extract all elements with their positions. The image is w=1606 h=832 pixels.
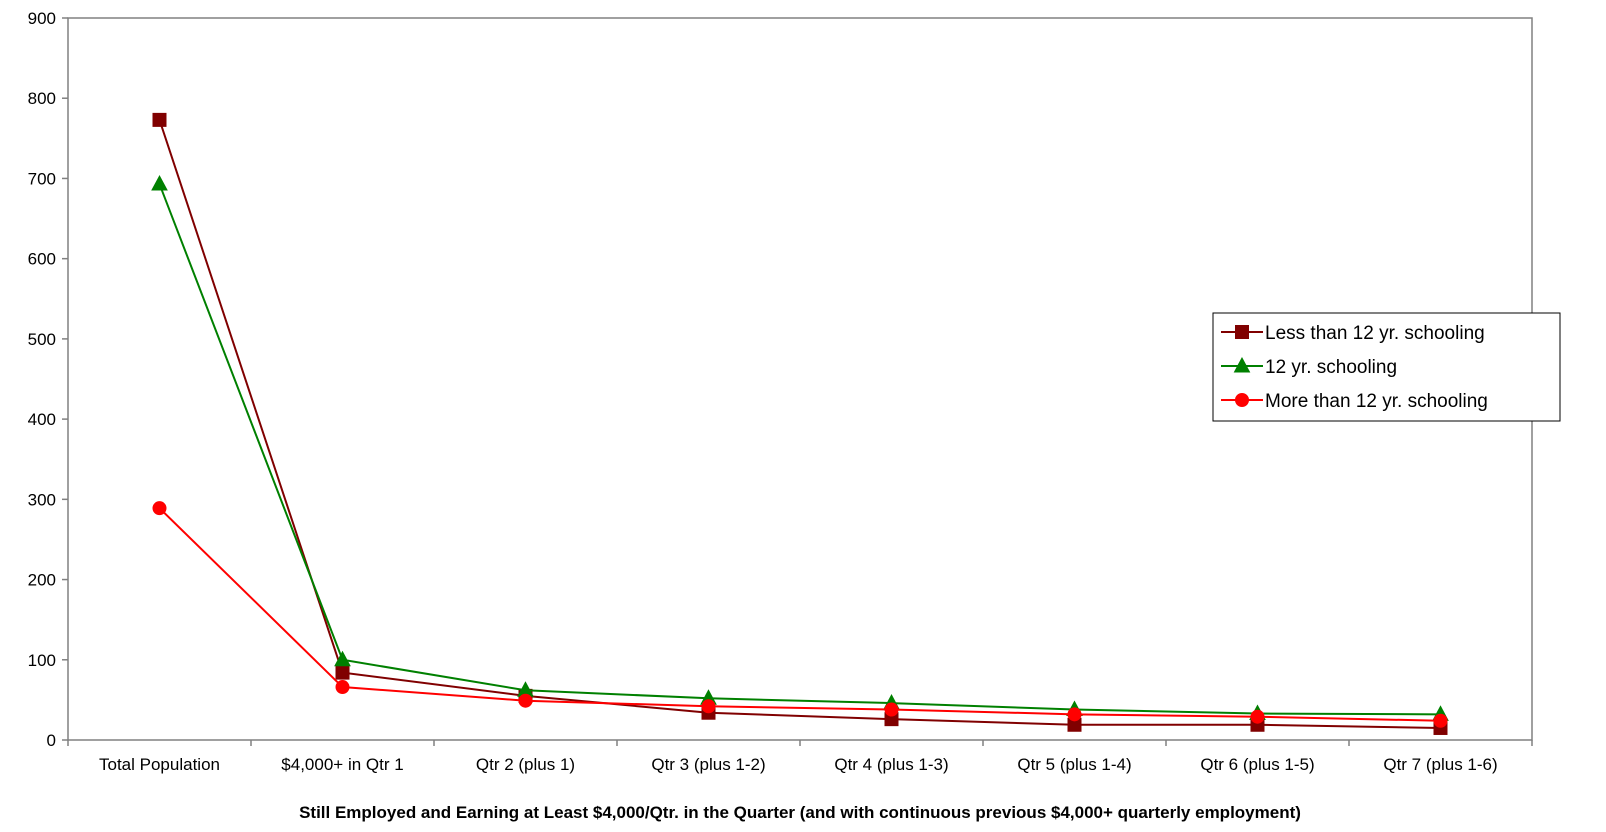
legend: Less than 12 yr. schooling 12 yr. schooli…	[1212, 312, 1561, 422]
x-tick-label: Total Population	[99, 755, 220, 774]
legend-swatch-marker	[1233, 356, 1251, 373]
legend-item: Less than 12 yr. schooling	[1221, 323, 1485, 344]
y-axis: 0 100 200 300 400 500 600 700 800 900	[28, 9, 68, 750]
data-point	[152, 501, 167, 516]
legend-box	[1212, 312, 1561, 422]
legend-swatch-marker	[1235, 325, 1249, 339]
y-tick-label: 100	[28, 651, 56, 670]
legend-item: 12 yr. schooling	[1221, 356, 1397, 378]
y-tick-label: 400	[28, 410, 56, 429]
legend-item: More than 12 yr. schooling	[1221, 391, 1488, 412]
y-tick-label: 700	[28, 169, 56, 188]
legend-label: Less than 12 yr. schooling	[1265, 323, 1485, 344]
series-line	[158, 507, 1441, 722]
y-tick-label: 0	[47, 731, 56, 750]
y-tick-label: 600	[28, 250, 56, 269]
x-tick-label: Qtr 6 (plus 1-5)	[1200, 755, 1314, 774]
x-tick-label: $4,000+ in Qtr 1	[281, 755, 403, 774]
data-point	[334, 650, 351, 667]
data-point	[701, 699, 716, 714]
legend-swatch-marker	[1235, 393, 1249, 407]
x-tick-label: Qtr 7 (plus 1-6)	[1383, 755, 1497, 774]
x-tick-label: Qtr 4 (plus 1-3)	[834, 755, 948, 774]
y-tick-label: 900	[28, 9, 56, 28]
data-point	[152, 112, 167, 127]
legend-label: More than 12 yr. schooling	[1265, 391, 1488, 412]
x-tick-label: Qtr 3 (plus 1-2)	[651, 755, 765, 774]
y-tick-label: 200	[28, 571, 56, 590]
data-point	[335, 665, 350, 680]
data-point	[1067, 707, 1082, 722]
series-layer	[151, 112, 1449, 735]
y-tick-label: 800	[28, 89, 56, 108]
data-point	[518, 693, 533, 708]
x-tick-label: Qtr 2 (plus 1)	[476, 755, 575, 774]
series-line	[158, 183, 1441, 716]
legend-label: 12 yr. schooling	[1265, 357, 1397, 378]
x-axis-title: Still Employed and Earning at Least $4,0…	[299, 803, 1301, 822]
data-point	[1433, 713, 1448, 728]
data-point	[335, 680, 350, 695]
y-tick-label: 500	[28, 330, 56, 349]
y-tick-label: 300	[28, 490, 56, 509]
x-tick-label: Qtr 5 (plus 1-4)	[1017, 755, 1131, 774]
x-axis: Total Population $4,000+ in Qtr 1 Qtr 2 (p…	[67, 740, 1533, 774]
data-point	[884, 702, 899, 717]
series-3	[152, 501, 1448, 728]
data-point	[1250, 709, 1265, 724]
data-point	[151, 175, 168, 191]
series-line	[158, 119, 1441, 729]
